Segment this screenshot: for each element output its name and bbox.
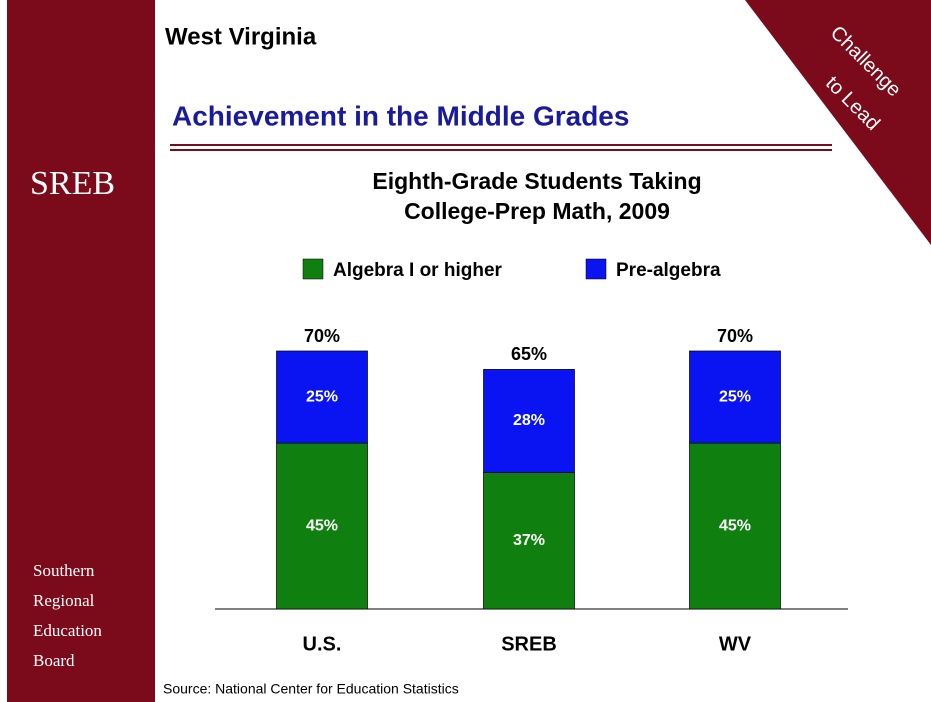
total-label: 70%	[304, 326, 340, 346]
chart-title: College-Prep Math, 2009	[404, 198, 670, 224]
total-label: 70%	[717, 326, 753, 346]
legend-label: Pre-algebra	[616, 260, 721, 281]
x-tick-label: WV	[719, 633, 752, 655]
data-label: 37%	[513, 532, 545, 549]
bar-segment	[689, 350, 781, 444]
data-label: 28%	[513, 412, 545, 429]
bar-segment	[689, 442, 781, 610]
sidebar-line: Southern	[33, 561, 95, 580]
legend-label: Algebra I or higher	[333, 260, 503, 281]
source: Source: National Center for Education St…	[163, 681, 459, 697]
legend-swatch	[585, 258, 607, 280]
logo: SREB	[30, 165, 115, 202]
data-label: 45%	[719, 517, 751, 534]
total-label: 65%	[511, 344, 547, 364]
chart-title: Eighth-Grade Students Taking	[372, 168, 701, 194]
bar-segment	[483, 369, 575, 473]
state-title: West Virginia	[165, 23, 317, 50]
sidebar-line: Board	[33, 651, 75, 670]
data-label: 25%	[306, 388, 338, 405]
bar-segment	[276, 442, 368, 610]
x-tick-label: U.S.	[303, 633, 342, 655]
sidebar-line: Education	[33, 621, 102, 640]
bar-segment	[276, 350, 368, 444]
sidebar-line: Regional	[33, 591, 95, 610]
sidebar	[7, 0, 155, 702]
data-label: 45%	[306, 517, 338, 534]
corner-banner	[745, 0, 931, 245]
heading: Achievement in the Middle Grades	[172, 100, 629, 131]
x-tick-label: SREB	[501, 633, 557, 655]
legend-swatch	[302, 258, 324, 280]
data-label: 25%	[719, 388, 751, 405]
